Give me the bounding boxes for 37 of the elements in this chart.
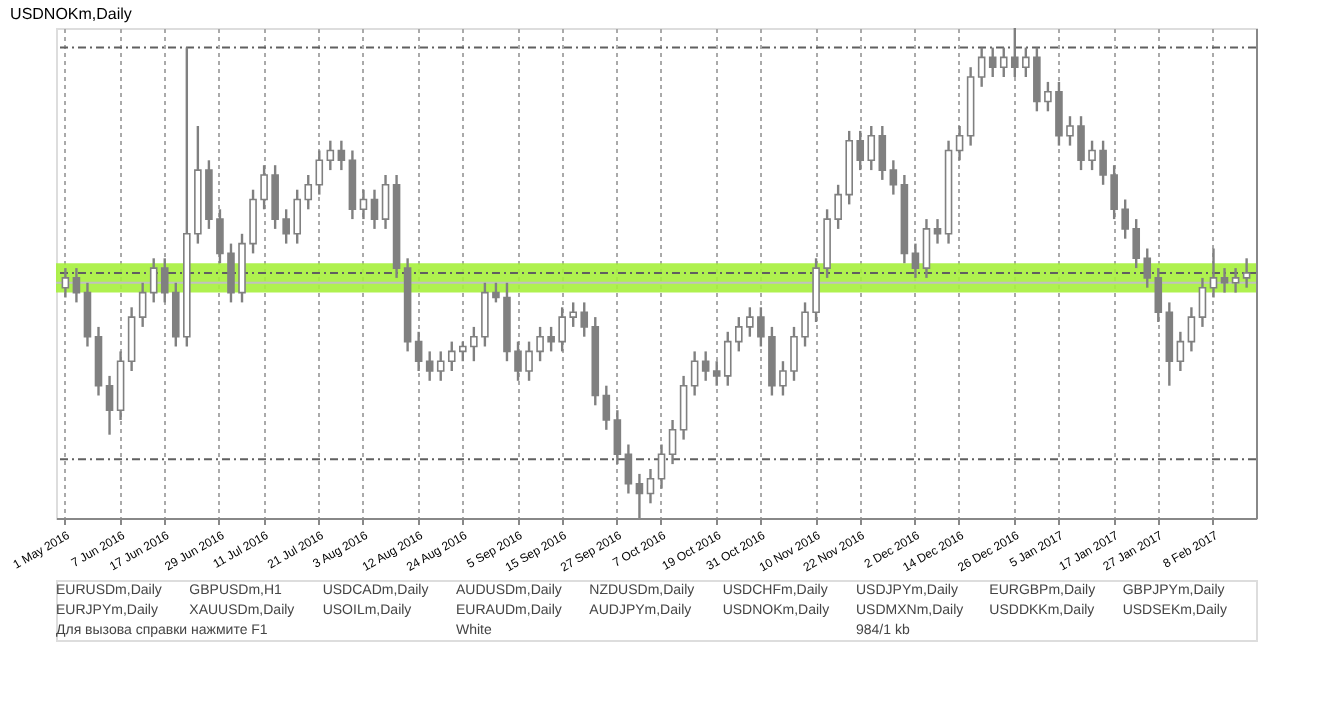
candlestick [701,350,710,382]
candlestick [1209,247,1218,299]
candlestick [83,281,92,348]
candlestick [1231,266,1240,294]
candlestick [679,374,688,441]
candlestick [1220,266,1229,294]
candlestick [613,409,622,466]
candlestick [1242,257,1251,289]
candlestick [359,188,368,221]
candlestick [1176,330,1185,373]
candlestick [624,443,633,495]
candlestick [933,217,942,245]
candlestick [878,124,887,182]
candlestick [668,418,677,466]
candlestick [72,266,81,304]
candlestick [61,266,70,299]
candlestick [425,350,434,382]
candlestick [977,46,986,88]
candlestick [646,467,655,505]
candlestick [337,139,346,172]
candlestick [414,330,423,373]
candlestick [381,173,390,231]
candlestick [602,384,611,431]
candlestick [127,306,136,373]
candlestick [955,124,964,162]
candlestick [138,281,147,329]
candlestick [657,443,666,490]
candlestick [922,217,931,280]
candlestick [911,242,920,280]
candlestick [1198,276,1207,329]
candlestick [105,374,114,436]
candlestick [326,139,335,172]
chart-title: USDNOKm,Daily [10,4,132,23]
candlestick [889,159,898,196]
candlestick [370,188,379,231]
candlestick [690,350,699,397]
candlestick [1187,306,1196,353]
